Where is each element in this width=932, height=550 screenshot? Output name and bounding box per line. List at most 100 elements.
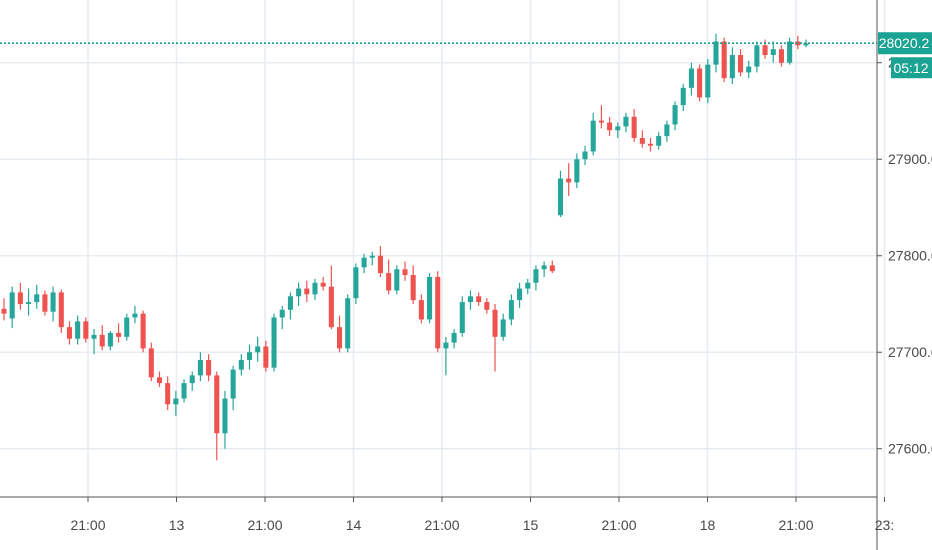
countdown-badge-bg (891, 57, 932, 79)
candle-body (787, 41, 793, 63)
candle-body (124, 317, 130, 337)
candle-body (680, 87, 686, 106)
candle (615, 122, 621, 139)
candle (214, 371, 220, 461)
candle-body (443, 342, 449, 349)
candle (672, 101, 678, 131)
candle (402, 261, 408, 281)
candle (246, 344, 253, 370)
candle-body (639, 138, 645, 144)
candle (607, 116, 613, 137)
candle (582, 145, 588, 166)
x-tick-label: 23: (875, 517, 894, 533)
candle-body (557, 178, 564, 216)
candle (34, 284, 40, 309)
candle-body (206, 359, 212, 376)
candle (443, 336, 449, 376)
candle (746, 60, 752, 79)
candle (492, 303, 498, 372)
candle (410, 265, 416, 304)
candle-body (754, 45, 760, 67)
time-axis[interactable]: 21:00 13 21:00 14 21:00 15 21:00 18 21:00 23: (70, 497, 894, 533)
candle-body (140, 313, 146, 349)
candle-body (615, 126, 621, 131)
candle-body (287, 296, 293, 310)
candle-body (165, 383, 171, 405)
candle-body (549, 265, 555, 272)
candle-body (156, 377, 163, 384)
candle-body (42, 294, 48, 312)
y-tick-label: 27900.0 (888, 151, 932, 167)
candle (721, 37, 727, 83)
candle-body (34, 294, 40, 303)
y-tick-label: 27600.0 (888, 441, 932, 457)
candle-body (476, 296, 482, 303)
x-tick-label: 21:00 (70, 517, 105, 533)
candle-body (435, 276, 441, 349)
candle-body (17, 292, 23, 304)
candle-body (770, 49, 776, 56)
candle-body (107, 332, 113, 347)
candle (206, 354, 212, 382)
candle-body (631, 116, 637, 139)
candle (124, 313, 130, 341)
candle-body (803, 43, 809, 46)
candle (263, 340, 269, 372)
candle (377, 246, 383, 277)
candle (787, 37, 793, 65)
candle (590, 112, 596, 156)
candle (549, 260, 555, 274)
candle-body (459, 302, 465, 333)
candle (287, 292, 293, 320)
candle (83, 317, 89, 343)
candle (770, 41, 776, 63)
x-tick-label: 21:00 (601, 517, 636, 533)
candle (116, 323, 122, 343)
candle (165, 376, 171, 411)
candle (328, 265, 334, 330)
candle-body (353, 267, 359, 299)
candle-body (467, 296, 474, 303)
candle-body (271, 317, 277, 368)
candle-body (238, 359, 244, 370)
candle-body (713, 41, 719, 65)
candle (132, 305, 138, 324)
candle-body (230, 369, 236, 399)
candle (639, 130, 645, 148)
candle-body (672, 105, 678, 125)
candle (435, 271, 441, 353)
candle (99, 325, 105, 351)
candle-body (116, 332, 122, 337)
candle (336, 315, 343, 353)
candle (189, 371, 195, 391)
x-tick-label: 15 (523, 517, 539, 533)
last-price-label: 28020.2 (879, 35, 930, 51)
candle (386, 259, 392, 295)
candle-body (410, 275, 416, 301)
candle-body (345, 298, 351, 349)
candle (451, 329, 457, 349)
x-tick-label: 14 (346, 517, 362, 533)
candle (271, 313, 277, 372)
candle (42, 290, 48, 316)
candle-body (50, 292, 56, 312)
candle-body (525, 282, 531, 289)
x-tick-label: 21:00 (778, 517, 813, 533)
candle-body (26, 302, 32, 304)
candle (427, 273, 433, 324)
candle (173, 390, 179, 416)
candle (680, 83, 686, 111)
candle (418, 294, 424, 324)
candle-body (484, 302, 490, 310)
candle-body (369, 255, 375, 258)
candle (148, 342, 154, 382)
countdown-badge: 05:12 (891, 57, 932, 79)
candle (525, 278, 531, 295)
x-tick-label: 21:00 (424, 517, 459, 533)
candle-body (418, 300, 424, 320)
candle-body (336, 327, 343, 349)
candle (369, 251, 375, 266)
candle (647, 138, 654, 152)
y-tick-label: 27800.0 (888, 248, 932, 264)
